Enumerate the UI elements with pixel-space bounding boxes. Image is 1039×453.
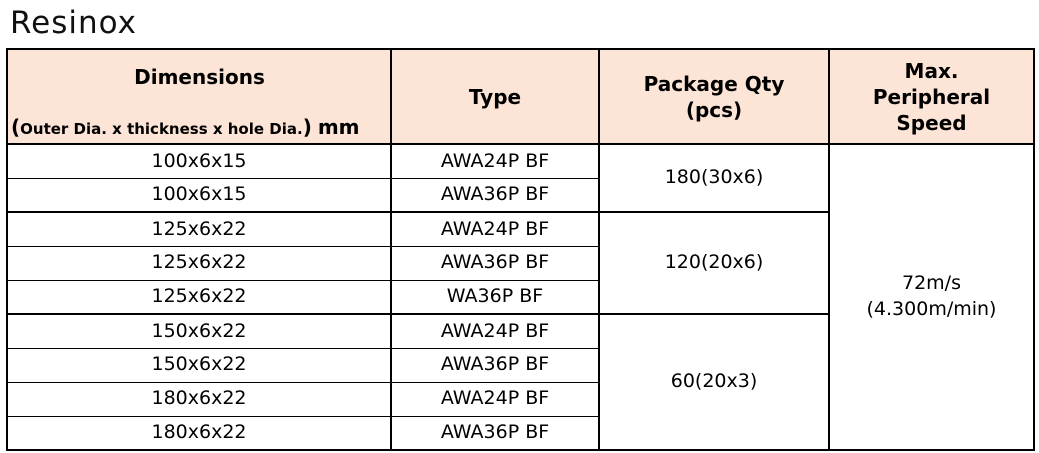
table-row: 100x6x15 AWA24P BF 180(30x6) 72m/s (4.30… <box>6 143 1035 451</box>
col-header-type: Type <box>390 48 600 146</box>
dimensions-cell: 100x6x15 <box>6 143 392 179</box>
table-row: 125x6x22 AWA24P BF 120(20x6) <box>6 211 1034 315</box>
type-cell: AWA24P BF <box>390 211 600 247</box>
package-qty-cell: 180(30x6) <box>598 143 830 213</box>
package-qty-cell: 120(20x6) <box>598 211 830 315</box>
max-speed-cell: 72m/s (4.300m/min) <box>828 143 1035 451</box>
col-header-max-speed: Max. Peripheral Speed <box>828 48 1035 146</box>
dimensions-header-subnote: ( Outer Dia. x thickness x hole Dia. ) m… <box>11 114 388 140</box>
table-body: 100x6x15 AWA24P BF 180(30x6) 72m/s (4.30… <box>6 143 1035 451</box>
type-cell: AWA24P BF <box>390 381 600 417</box>
type-cell: AWA36P BF <box>390 245 600 281</box>
dimensions-unit: mm <box>317 115 360 140</box>
type-cell: AWA24P BF <box>390 313 600 349</box>
dimensions-cell: 180x6x22 <box>6 381 392 417</box>
type-cell: AWA36P BF <box>390 415 600 451</box>
table-row: 150x6x22 AWA24P BF 60(20x3) <box>6 313 1034 451</box>
table-row: 150x6x22 AWA36P BF <box>6 347 1034 383</box>
dimensions-cell: 125x6x22 <box>6 211 392 247</box>
close-paren: ) <box>302 115 312 140</box>
dimensions-subnote-text: Outer Dia. x thickness x hole Dia. <box>20 120 303 139</box>
dimensions-cell: 150x6x22 <box>6 313 392 349</box>
type-cell: AWA36P BF <box>390 347 600 383</box>
header-row: Dimensions ( Outer Dia. x thickness x ho… <box>6 48 1035 146</box>
type-cell: AWA24P BF <box>390 143 600 179</box>
table-row: 125x6x22 WA36P BF <box>6 279 1034 315</box>
type-cell: WA36P BF <box>390 279 600 315</box>
dimensions-cell: 150x6x22 <box>6 347 392 383</box>
table-row: 100x6x15 AWA36P BF <box>6 177 1034 213</box>
col-header-dimensions: Dimensions ( Outer Dia. x thickness x ho… <box>6 48 392 146</box>
table-row: 180x6x22 AWA24P BF <box>6 381 1034 417</box>
dimensions-cell: 180x6x22 <box>6 415 392 451</box>
dimensions-header-wrap: Dimensions ( Outer Dia. x thickness x ho… <box>9 51 389 142</box>
table-row: 125x6x22 AWA36P BF <box>6 245 1034 281</box>
page-title: Resinox <box>10 5 137 41</box>
dimensions-cell: 125x6x22 <box>6 245 392 281</box>
open-paren: ( <box>11 115 21 140</box>
dimensions-cell: 125x6x22 <box>6 279 392 315</box>
package-qty-cell: 60(20x3) <box>598 313 830 451</box>
col-header-package-qty: Package Qty (pcs) <box>598 48 830 146</box>
type-cell: AWA36P BF <box>390 177 600 213</box>
dimensions-header-label: Dimensions <box>134 65 265 90</box>
table-header: Dimensions ( Outer Dia. x thickness x ho… <box>6 48 1035 146</box>
product-table: Dimensions ( Outer Dia. x thickness x ho… <box>6 48 1035 452</box>
table-row: 180x6x22 AWA36P BF <box>6 415 1034 451</box>
dimensions-cell: 100x6x15 <box>6 177 392 213</box>
